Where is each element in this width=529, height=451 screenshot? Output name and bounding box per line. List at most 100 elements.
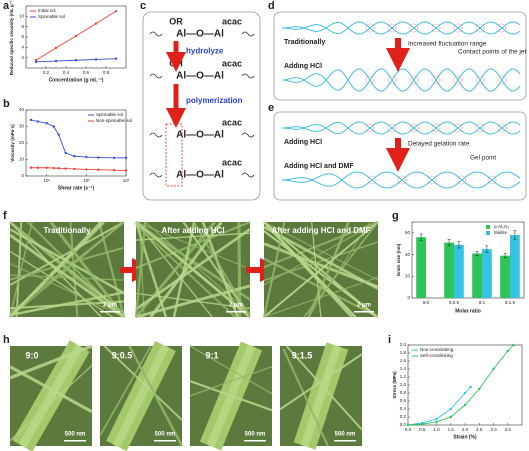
fiber <box>263 221 357 318</box>
error-bar <box>485 245 489 253</box>
y-tick-label: 20 <box>19 140 25 145</box>
fiber-edge <box>112 344 170 448</box>
y-axis-label: Viscosity (mPa·s) <box>10 124 15 162</box>
note: Contact points of the jet <box>458 49 526 56</box>
contact-point <box>431 75 441 85</box>
jet <box>281 171 521 189</box>
y-tick-label: 1.2 <box>400 374 407 379</box>
y-axis-label: Grain size (nm) <box>396 243 401 276</box>
fiber <box>15 221 23 318</box>
scale-label: 2 μm <box>103 303 117 309</box>
y-tick-label: 40 <box>19 107 25 112</box>
contact-point <box>409 123 419 133</box>
x-tick-label: 1.0 <box>433 427 440 432</box>
y-tick-label: 40 <box>405 252 411 257</box>
fiber <box>263 221 379 286</box>
x-tick-label: 9:0 <box>423 300 430 305</box>
data-point <box>64 151 67 155</box>
data-point <box>52 125 55 128</box>
contact-point <box>475 75 485 85</box>
legend-label: Mullite <box>494 230 508 235</box>
contact-point <box>367 175 377 185</box>
substituent: acac <box>222 58 242 68</box>
note: Delayed gelation rate <box>408 141 470 148</box>
contact-point <box>365 123 375 133</box>
y-tick-label: 20 <box>405 273 411 278</box>
y-tick-label: 60 <box>405 230 411 235</box>
x-tick-label: 9:1 <box>479 300 486 305</box>
fiber <box>262 221 286 318</box>
x-tick-label: 10² <box>83 178 90 183</box>
x-tick-label: 0.2 <box>43 70 50 75</box>
y-tick-label: 6 <box>21 34 24 39</box>
fiber <box>9 233 125 319</box>
error-bar <box>419 233 423 241</box>
jet <box>281 121 521 135</box>
jet <box>281 21 521 35</box>
panel-label: a <box>3 0 10 12</box>
fiber-edge <box>18 343 84 449</box>
image-caption: 9:1 <box>205 350 218 360</box>
data-point <box>97 168 100 171</box>
note: Increased fluctuation range <box>408 41 487 48</box>
y-tick-label: 0.4 <box>400 406 407 411</box>
bar <box>510 235 520 298</box>
panel-label: h <box>3 334 10 346</box>
fiber <box>263 221 379 269</box>
contact-point <box>497 75 507 85</box>
data-point <box>112 169 116 172</box>
y-tick-label: 4 <box>21 45 24 50</box>
fiber <box>9 291 125 317</box>
data-point <box>74 34 78 38</box>
x-tick-label: 3.0 <box>490 427 497 432</box>
fiber <box>263 225 379 290</box>
x-tick-label: 2.0 <box>462 427 469 432</box>
error-bar <box>475 251 479 256</box>
contact-point <box>387 23 397 33</box>
x-tick-label: 9:0.5 <box>449 300 460 305</box>
contact-point <box>387 123 397 133</box>
chain-end <box>149 132 255 138</box>
chain: Al—O—Al <box>176 29 224 40</box>
chain: Al—O—Al <box>176 130 224 141</box>
row-label: Adding HCl <box>284 139 322 146</box>
y-tick-label: 0.0 <box>400 422 407 427</box>
fiber <box>307 221 351 318</box>
fiber <box>263 230 379 318</box>
x-tick-label: 1.5 <box>448 427 455 432</box>
step-label: hydrolyze <box>186 47 224 56</box>
fiber-edge <box>300 344 342 448</box>
data-point <box>57 133 60 136</box>
data-point <box>64 167 67 170</box>
scale-bar <box>64 440 86 442</box>
error-bar <box>503 253 507 259</box>
fiber <box>9 221 33 318</box>
data-line <box>30 167 127 172</box>
data-point <box>435 420 438 423</box>
contact-point <box>397 175 407 185</box>
fiber <box>193 221 251 318</box>
x-tick-label: 10¹ <box>43 178 50 183</box>
jet <box>281 21 521 35</box>
data-point <box>478 387 481 391</box>
data-point <box>29 118 33 122</box>
scale-label: 2 μm <box>229 303 243 309</box>
data-point <box>112 156 116 160</box>
image-caption: After adding HCl and DMF <box>271 226 370 235</box>
contact-point <box>453 23 463 33</box>
data-point <box>435 417 438 421</box>
scale-label: 500 nm <box>335 432 356 438</box>
scale-label: 500 nm <box>65 432 86 438</box>
y-tick-label: 0.8 <box>400 390 407 395</box>
data-point <box>94 22 98 25</box>
contact-point <box>387 75 397 85</box>
panel-label: g <box>392 210 399 222</box>
legend-swatch <box>486 231 490 235</box>
x-tick-label: 0.5 <box>419 427 426 432</box>
fiber <box>189 345 273 395</box>
row-label: Traditionally <box>284 39 325 46</box>
bar <box>444 242 454 298</box>
fiber <box>311 221 322 318</box>
x-tick-label: 2.5 <box>476 427 483 432</box>
fiber <box>282 348 329 447</box>
